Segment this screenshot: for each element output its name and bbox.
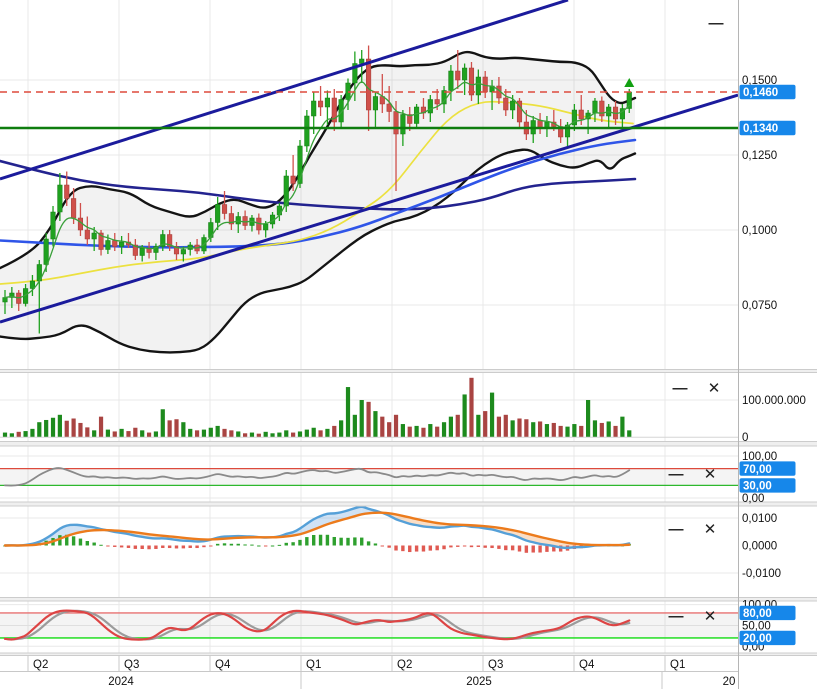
svg-text:0,1000: 0,1000 <box>742 225 777 237</box>
sma200-line <box>0 159 637 211</box>
svg-text:70,00: 70,00 <box>743 464 772 476</box>
quarter-label: Q3 <box>488 659 503 671</box>
buy-arrow-marker <box>624 78 635 87</box>
volume-panel-minimize-button[interactable]: — <box>667 378 693 398</box>
main-panel-minimize-button[interactable]: — <box>703 13 729 33</box>
quarter-label: Q2 <box>33 659 48 671</box>
svg-text:0,1500: 0,1500 <box>742 75 777 87</box>
svg-text:0,1340: 0,1340 <box>743 123 778 135</box>
price-axis: 0,1500 0,1250 0,1000 0,0750 100.000.000 0 100,… <box>739 75 806 653</box>
time-axis: Q2 Q3 Q4 Q1 Q2 Q3 Q4 Q1 2024 2025 20 <box>0 655 738 689</box>
svg-text:50,00: 50,00 <box>742 620 771 632</box>
gridlines <box>0 0 738 653</box>
rsi-panel-minimize-button[interactable]: — <box>663 464 689 484</box>
macd-panel-close-button[interactable]: ✕ <box>697 519 723 539</box>
stoch-k-line <box>3 609 631 641</box>
bollinger-upper-band <box>0 50 637 270</box>
macd-panel <box>3 506 631 553</box>
svg-text:20,00: 20,00 <box>743 633 772 645</box>
macd-signal-line <box>3 511 631 547</box>
svg-text:80,00: 80,00 <box>743 608 772 620</box>
stoch-panel-minimize-button[interactable]: — <box>663 606 689 626</box>
ma-fast-line <box>4 81 630 299</box>
svg-text:0,1460: 0,1460 <box>743 87 778 99</box>
quarter-label: Q1 <box>670 659 685 671</box>
macd-panel-minimize-button[interactable]: — <box>663 519 689 539</box>
stoch-panel-close-button[interactable]: ✕ <box>697 606 723 626</box>
price-badge-0,1460: 0,1460 <box>739 84 796 100</box>
stochastic-panel <box>0 609 738 641</box>
trendline-1 <box>0 0 569 181</box>
year-label: 2025 <box>466 676 492 688</box>
svg-text:100,00: 100,00 <box>742 451 777 463</box>
year-label: 2024 <box>108 676 134 688</box>
bollinger-lower-band <box>0 148 637 354</box>
svg-text:100.000.000: 100.000.000 <box>742 395 806 407</box>
svg-text:30,00: 30,00 <box>743 481 772 493</box>
quarter-label: Q2 <box>397 659 412 671</box>
volume-panel-close-button[interactable]: ✕ <box>701 378 727 398</box>
price-badge-0,1340: 0,1340 <box>739 120 796 136</box>
svg-text:0,1250: 0,1250 <box>742 150 777 162</box>
quarter-label: Q4 <box>579 659 595 671</box>
rsi-badge-30: 30,00 <box>739 478 796 493</box>
rsi-line <box>4 467 631 487</box>
svg-text:0,00: 0,00 <box>742 493 764 505</box>
year-label: 20 <box>723 676 736 688</box>
svg-text:0: 0 <box>742 432 748 444</box>
svg-text:0,0000: 0,0000 <box>742 541 777 553</box>
quarter-label: Q4 <box>215 659 231 671</box>
quarter-label: Q3 <box>124 659 139 671</box>
quarter-label: Q1 <box>306 659 321 671</box>
stoch-badge-20: 20,00 <box>739 630 796 646</box>
ma-yellow-line <box>0 100 634 285</box>
svg-text:0,0100: 0,0100 <box>742 513 777 525</box>
bollinger-fill <box>0 52 635 353</box>
rsi-panel <box>0 467 738 487</box>
svg-text:-0,0100: -0,0100 <box>742 568 781 580</box>
rsi-panel-close-button[interactable]: ✕ <box>697 464 723 484</box>
stoch-badge-80: 80,00 <box>739 605 796 621</box>
volume-panel <box>0 377 738 438</box>
svg-text:0,0750: 0,0750 <box>742 300 777 312</box>
main-price-panel <box>0 0 738 354</box>
rsi-badge-70: 70,00 <box>739 461 796 476</box>
trendline-2 <box>0 93 738 324</box>
